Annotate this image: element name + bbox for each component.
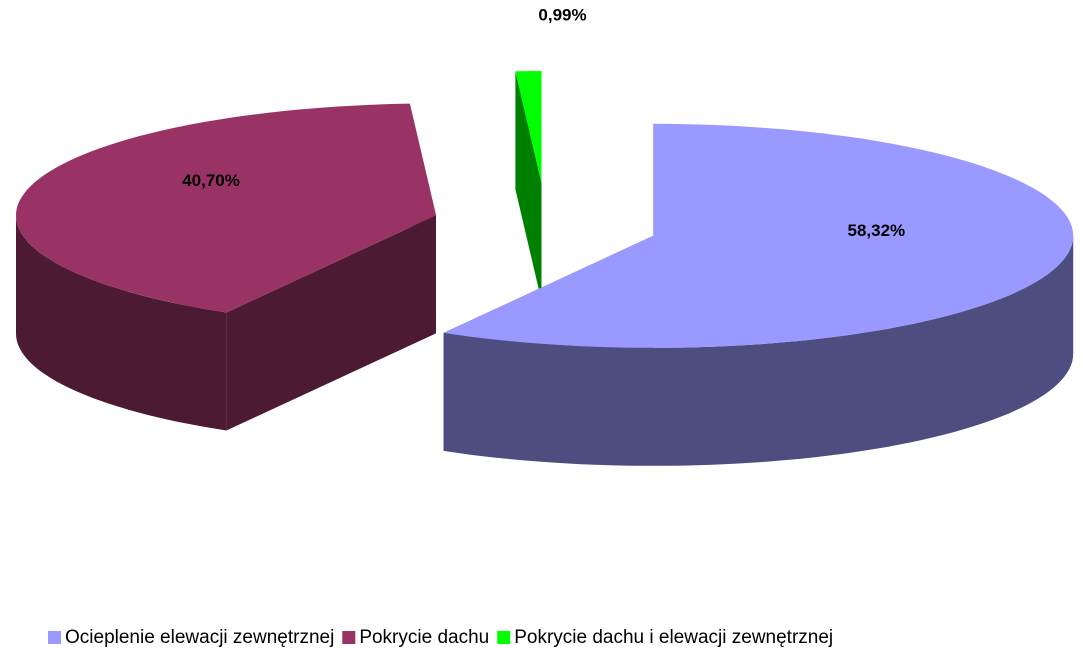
slice bbox=[515, 71, 542, 183]
slice-side bbox=[515, 71, 542, 301]
slice-side bbox=[226, 215, 436, 431]
data-labels: 58,32% 40,70% 0,99% bbox=[182, 6, 905, 241]
legend-swatch bbox=[497, 631, 511, 644]
legend: Ocieplenie elewacji zewnętrznej Pokrycie … bbox=[48, 627, 833, 648]
slice bbox=[16, 103, 436, 313]
legend-label: Ocieplenie elewacji zewnętrznej bbox=[65, 627, 334, 648]
data-label: 40,70% bbox=[182, 171, 240, 190]
slice-side bbox=[16, 215, 227, 431]
legend-swatch bbox=[48, 631, 61, 644]
legend-label: Pokrycie dachu bbox=[359, 627, 489, 648]
slice-side bbox=[443, 235, 1074, 466]
legend-swatch bbox=[342, 631, 356, 644]
slice bbox=[443, 123, 1074, 348]
data-label: 58,32% bbox=[848, 221, 906, 240]
legend-label: Pokrycie dachu i elewacji zewnętrznej bbox=[514, 627, 833, 648]
pie-tops bbox=[16, 71, 1074, 348]
data-label: 0,99% bbox=[538, 6, 586, 25]
